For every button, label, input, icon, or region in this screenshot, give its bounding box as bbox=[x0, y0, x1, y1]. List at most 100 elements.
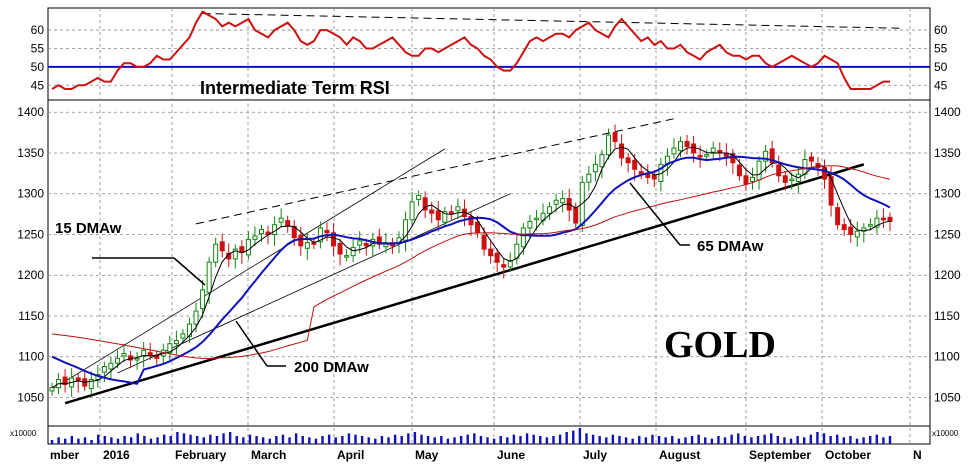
volume-bar bbox=[816, 432, 819, 444]
candle-body bbox=[619, 143, 625, 159]
volume-bar bbox=[869, 436, 872, 444]
candle-body bbox=[573, 207, 579, 224]
volume-bar bbox=[103, 436, 106, 444]
ma65-label: 65 DMAw bbox=[697, 238, 764, 255]
candle-body bbox=[736, 164, 742, 177]
candle-body bbox=[337, 242, 343, 255]
volume-bar bbox=[684, 437, 687, 444]
candle-body bbox=[448, 211, 454, 214]
rsi-tick-right: 45 bbox=[934, 78, 948, 92]
volume-bar bbox=[90, 440, 93, 444]
candle-body bbox=[828, 176, 834, 206]
candle-body bbox=[317, 227, 323, 243]
candle-body bbox=[730, 153, 736, 164]
volume-bar bbox=[466, 434, 469, 444]
volume-bar bbox=[803, 437, 806, 444]
volume-bar bbox=[677, 438, 681, 444]
candle-body bbox=[599, 154, 605, 168]
candle-body bbox=[743, 175, 749, 185]
y-axis-ticks: 1050 1050 1100 1100 1150 1150 1200 1200 1250 1250… bbox=[17, 23, 961, 404]
volume-bar bbox=[301, 436, 304, 444]
candle-body bbox=[625, 157, 631, 164]
volume-bar bbox=[882, 437, 885, 444]
volume-bar bbox=[822, 433, 826, 444]
volume-bar bbox=[354, 434, 357, 444]
volume-bar bbox=[360, 436, 364, 444]
candle-body bbox=[527, 220, 533, 229]
candle-body bbox=[101, 366, 107, 373]
volume-bar bbox=[242, 437, 245, 444]
volume-bar bbox=[228, 432, 232, 444]
volume-bar bbox=[492, 438, 496, 444]
rsi-tick-left: 55 bbox=[31, 41, 45, 55]
candle-body bbox=[841, 224, 847, 231]
volume-bar bbox=[77, 438, 80, 444]
candle-body bbox=[259, 229, 264, 235]
y-tick-left: 1100 bbox=[18, 350, 44, 364]
volume-bar bbox=[459, 436, 463, 444]
volume-bar bbox=[796, 436, 799, 444]
volume-bar bbox=[585, 433, 588, 444]
volume-bar bbox=[664, 437, 667, 444]
volume-bar bbox=[539, 436, 542, 444]
volume-panel bbox=[47, 425, 931, 445]
volume-bar bbox=[499, 436, 502, 444]
volume-bar bbox=[374, 438, 377, 444]
volume-bar bbox=[440, 436, 443, 444]
candle-body bbox=[704, 154, 710, 157]
volume-bar bbox=[657, 436, 661, 444]
rsi-panel bbox=[47, 7, 931, 101]
volume-bar bbox=[387, 437, 390, 444]
candle-body bbox=[867, 224, 873, 227]
ma15-line bbox=[51, 146, 891, 389]
month-label: June bbox=[497, 448, 525, 462]
volume-bar bbox=[750, 437, 753, 444]
candle-body bbox=[239, 246, 245, 253]
volume-bar bbox=[116, 438, 120, 444]
rsi-title: Intermediate Term RSI bbox=[200, 78, 390, 98]
candle-body bbox=[697, 154, 703, 158]
candle-body bbox=[134, 357, 140, 361]
volume-bar bbox=[862, 437, 865, 444]
volume-bar bbox=[96, 434, 100, 444]
candle-body bbox=[520, 227, 526, 248]
candle-body bbox=[710, 147, 716, 153]
volume-bar bbox=[110, 437, 113, 444]
volume-bar bbox=[631, 438, 634, 444]
volume-bar bbox=[83, 437, 87, 444]
volume-bar bbox=[572, 430, 575, 444]
volume-bar bbox=[294, 433, 298, 444]
candle-body bbox=[121, 352, 127, 357]
volume-bar bbox=[57, 437, 60, 444]
candle-body bbox=[501, 264, 507, 268]
volume-bar bbox=[704, 437, 707, 444]
volume-bar bbox=[651, 434, 654, 444]
volume-bar bbox=[314, 438, 318, 444]
y-tick-right: 1150 bbox=[934, 309, 960, 323]
rsi-tick-left: 60 bbox=[31, 23, 45, 37]
candle-body bbox=[750, 176, 756, 183]
candle-body bbox=[219, 241, 225, 252]
month-label: August bbox=[659, 448, 700, 462]
candle-body bbox=[678, 141, 683, 152]
candle-body bbox=[494, 252, 500, 263]
volume-bar bbox=[525, 433, 529, 444]
volume-bar bbox=[176, 432, 179, 444]
candle-body bbox=[344, 255, 350, 258]
candle-body bbox=[645, 173, 651, 178]
candle-body bbox=[245, 238, 251, 256]
volume-bar bbox=[281, 434, 285, 444]
volume-bar bbox=[552, 436, 555, 444]
y-tick-left: 1400 bbox=[17, 105, 44, 119]
volume-bar bbox=[710, 438, 714, 444]
candle-body bbox=[684, 141, 690, 147]
month-label: mber bbox=[50, 448, 80, 462]
volume-bar bbox=[129, 437, 133, 444]
volume-bar bbox=[393, 434, 397, 444]
volume-bar bbox=[189, 434, 192, 444]
candle-body bbox=[533, 217, 539, 221]
volume-bar bbox=[578, 428, 582, 444]
candle-body bbox=[114, 357, 120, 364]
volume-bar bbox=[473, 433, 476, 444]
volume-bar bbox=[756, 436, 760, 444]
